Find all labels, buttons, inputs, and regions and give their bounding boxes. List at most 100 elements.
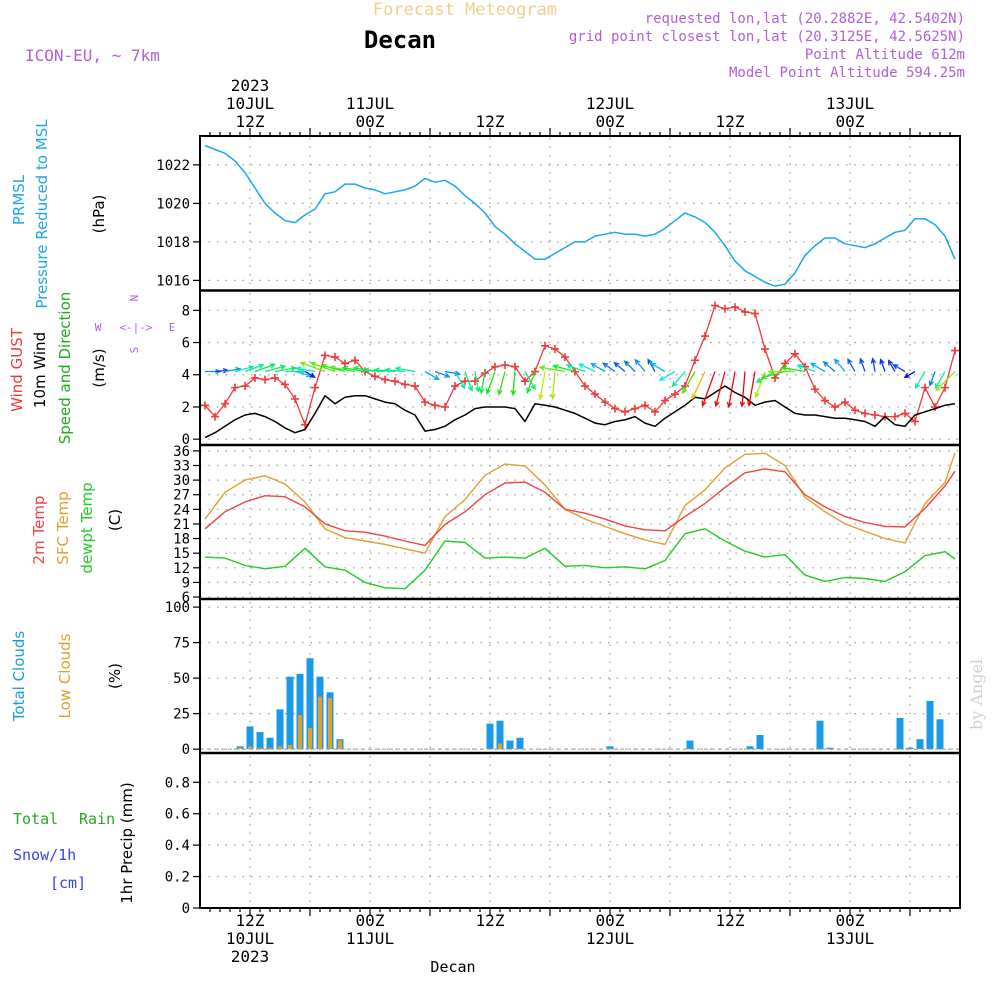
gust-point: [431, 401, 439, 410]
gust-point: [851, 406, 859, 415]
wind-direction-arrow: [464, 371, 474, 392]
total-cloud-bar: [756, 735, 764, 750]
wind-direction-arrow: [767, 368, 795, 375]
temp-unit: (C): [106, 509, 124, 531]
y-tick-label: 75: [173, 636, 190, 652]
gust-point: [661, 396, 669, 405]
y-tick-label: 21: [173, 517, 190, 533]
top-axis-label: 00Z: [596, 112, 625, 131]
gust-point: [261, 375, 269, 384]
wind-speed-line: [204, 385, 956, 439]
gust-point: [321, 351, 329, 360]
total-cloud-bar: [236, 746, 244, 750]
low-cloud-bar: [318, 696, 322, 750]
gust-point: [241, 382, 249, 391]
wind-direction-arrow: [754, 371, 766, 399]
y-tick-label: 100: [165, 600, 190, 616]
gust-point: [951, 346, 959, 355]
gridpoint-coordinates: grid point closest lon,lat (20.3125E, 42…: [569, 29, 965, 45]
wind-direction-arrow: [833, 358, 846, 372]
gust-point: [621, 407, 629, 416]
top-axis-label: 2023: [231, 76, 270, 95]
gust-point: [311, 383, 319, 392]
top-axis-label: 13JUL: [826, 94, 874, 113]
wind-direction-arrow: [254, 363, 277, 373]
gust-point: [601, 398, 609, 407]
gust-point: [821, 396, 829, 405]
wind-direction-arrow: [928, 371, 936, 387]
total-cloud-bar: [686, 740, 694, 750]
clouds-label-low: Low Clouds: [56, 633, 74, 718]
low-cloud-bar: [258, 747, 262, 750]
bottom-axis-label: 00Z: [356, 911, 385, 930]
gust-point: [671, 390, 679, 399]
y-tick-label: 1020: [156, 196, 190, 212]
total-cloud-bar: [296, 673, 304, 750]
gust-point: [891, 412, 899, 421]
wind-direction-arrow: [760, 370, 786, 380]
gust-point: [511, 362, 519, 371]
wind-direction-arrow: [526, 371, 536, 394]
wind-direction-arrow: [299, 361, 326, 373]
wind-direction-arrow: [479, 371, 486, 395]
top-axis-label: 12Z: [236, 112, 265, 131]
y-tick-label: 0.8: [165, 775, 190, 791]
y-tick-label: 50: [173, 671, 190, 687]
model-name: ICON-EU, ~ 7km: [25, 46, 160, 65]
y-tick-label: 0: [182, 432, 190, 448]
gust-point: [941, 383, 949, 392]
gust-point: [921, 383, 929, 392]
y-tick-label: 33: [173, 458, 190, 474]
gust-point: [271, 373, 279, 382]
low-cloud-bar: [298, 715, 302, 750]
temp-2m-line: [204, 468, 956, 547]
y-tick-label: 30: [173, 473, 190, 489]
wind-direction-arrow: [746, 371, 756, 407]
wind-direction-arrow: [879, 358, 886, 372]
bottom-axis-label: 2023: [231, 947, 270, 966]
wind-direction-arrow: [658, 370, 676, 382]
wind-direction-arrow: [454, 371, 466, 390]
bottom-axis-label: 13JUL: [826, 929, 874, 948]
wind-direction-arrow: [485, 371, 496, 395]
wind-direction-arrow: [294, 366, 316, 373]
wind-label-gust: Wind GUST: [8, 327, 26, 412]
gust-point: [831, 402, 839, 411]
y-tick-label: 1016: [156, 273, 190, 289]
total-cloud-bar: [506, 740, 514, 750]
wind-direction-arrow: [244, 363, 265, 373]
total-cloud-bar: [606, 746, 614, 750]
top-axis-label: 12Z: [716, 112, 745, 131]
wind-direction-arrow: [590, 362, 606, 373]
compass-west: W: [95, 321, 102, 334]
gust-point: [541, 341, 549, 350]
wind-direction-arrow: [634, 358, 646, 372]
total-cloud-bar: [266, 737, 274, 750]
model-point-altitude: Model Point Altitude 594.25m: [729, 65, 965, 81]
wind-direction-arrow: [847, 358, 856, 372]
gust-point: [491, 362, 499, 371]
precip-label-rain: Rain: [79, 810, 115, 828]
wind-direction-arrow: [623, 360, 636, 372]
compass-north: N: [128, 295, 141, 302]
low-cloud-bar: [498, 743, 502, 750]
gust-point: [441, 402, 449, 411]
wind-direction-arrow: [892, 364, 906, 373]
y-tick-label: 2: [182, 400, 190, 416]
total-cloud-bar: [746, 746, 754, 750]
y-tick-label: 0: [182, 742, 190, 758]
low-cloud-bar: [338, 740, 342, 750]
gust-point: [551, 344, 559, 353]
wind-direction-arrow: [274, 365, 298, 373]
gust-point: [501, 361, 509, 370]
wind-direction-arrow: [565, 363, 586, 373]
total-cloud-bar: [916, 739, 924, 750]
y-tick-label: 0: [182, 901, 190, 917]
y-tick-label: 18: [173, 532, 190, 548]
total-cloud-bar: [286, 676, 294, 750]
wind-direction-arrow: [649, 362, 666, 373]
y-tick-label: 0.6: [165, 807, 190, 823]
gust-point: [841, 398, 849, 407]
wind-direction-arrow: [424, 370, 440, 381]
